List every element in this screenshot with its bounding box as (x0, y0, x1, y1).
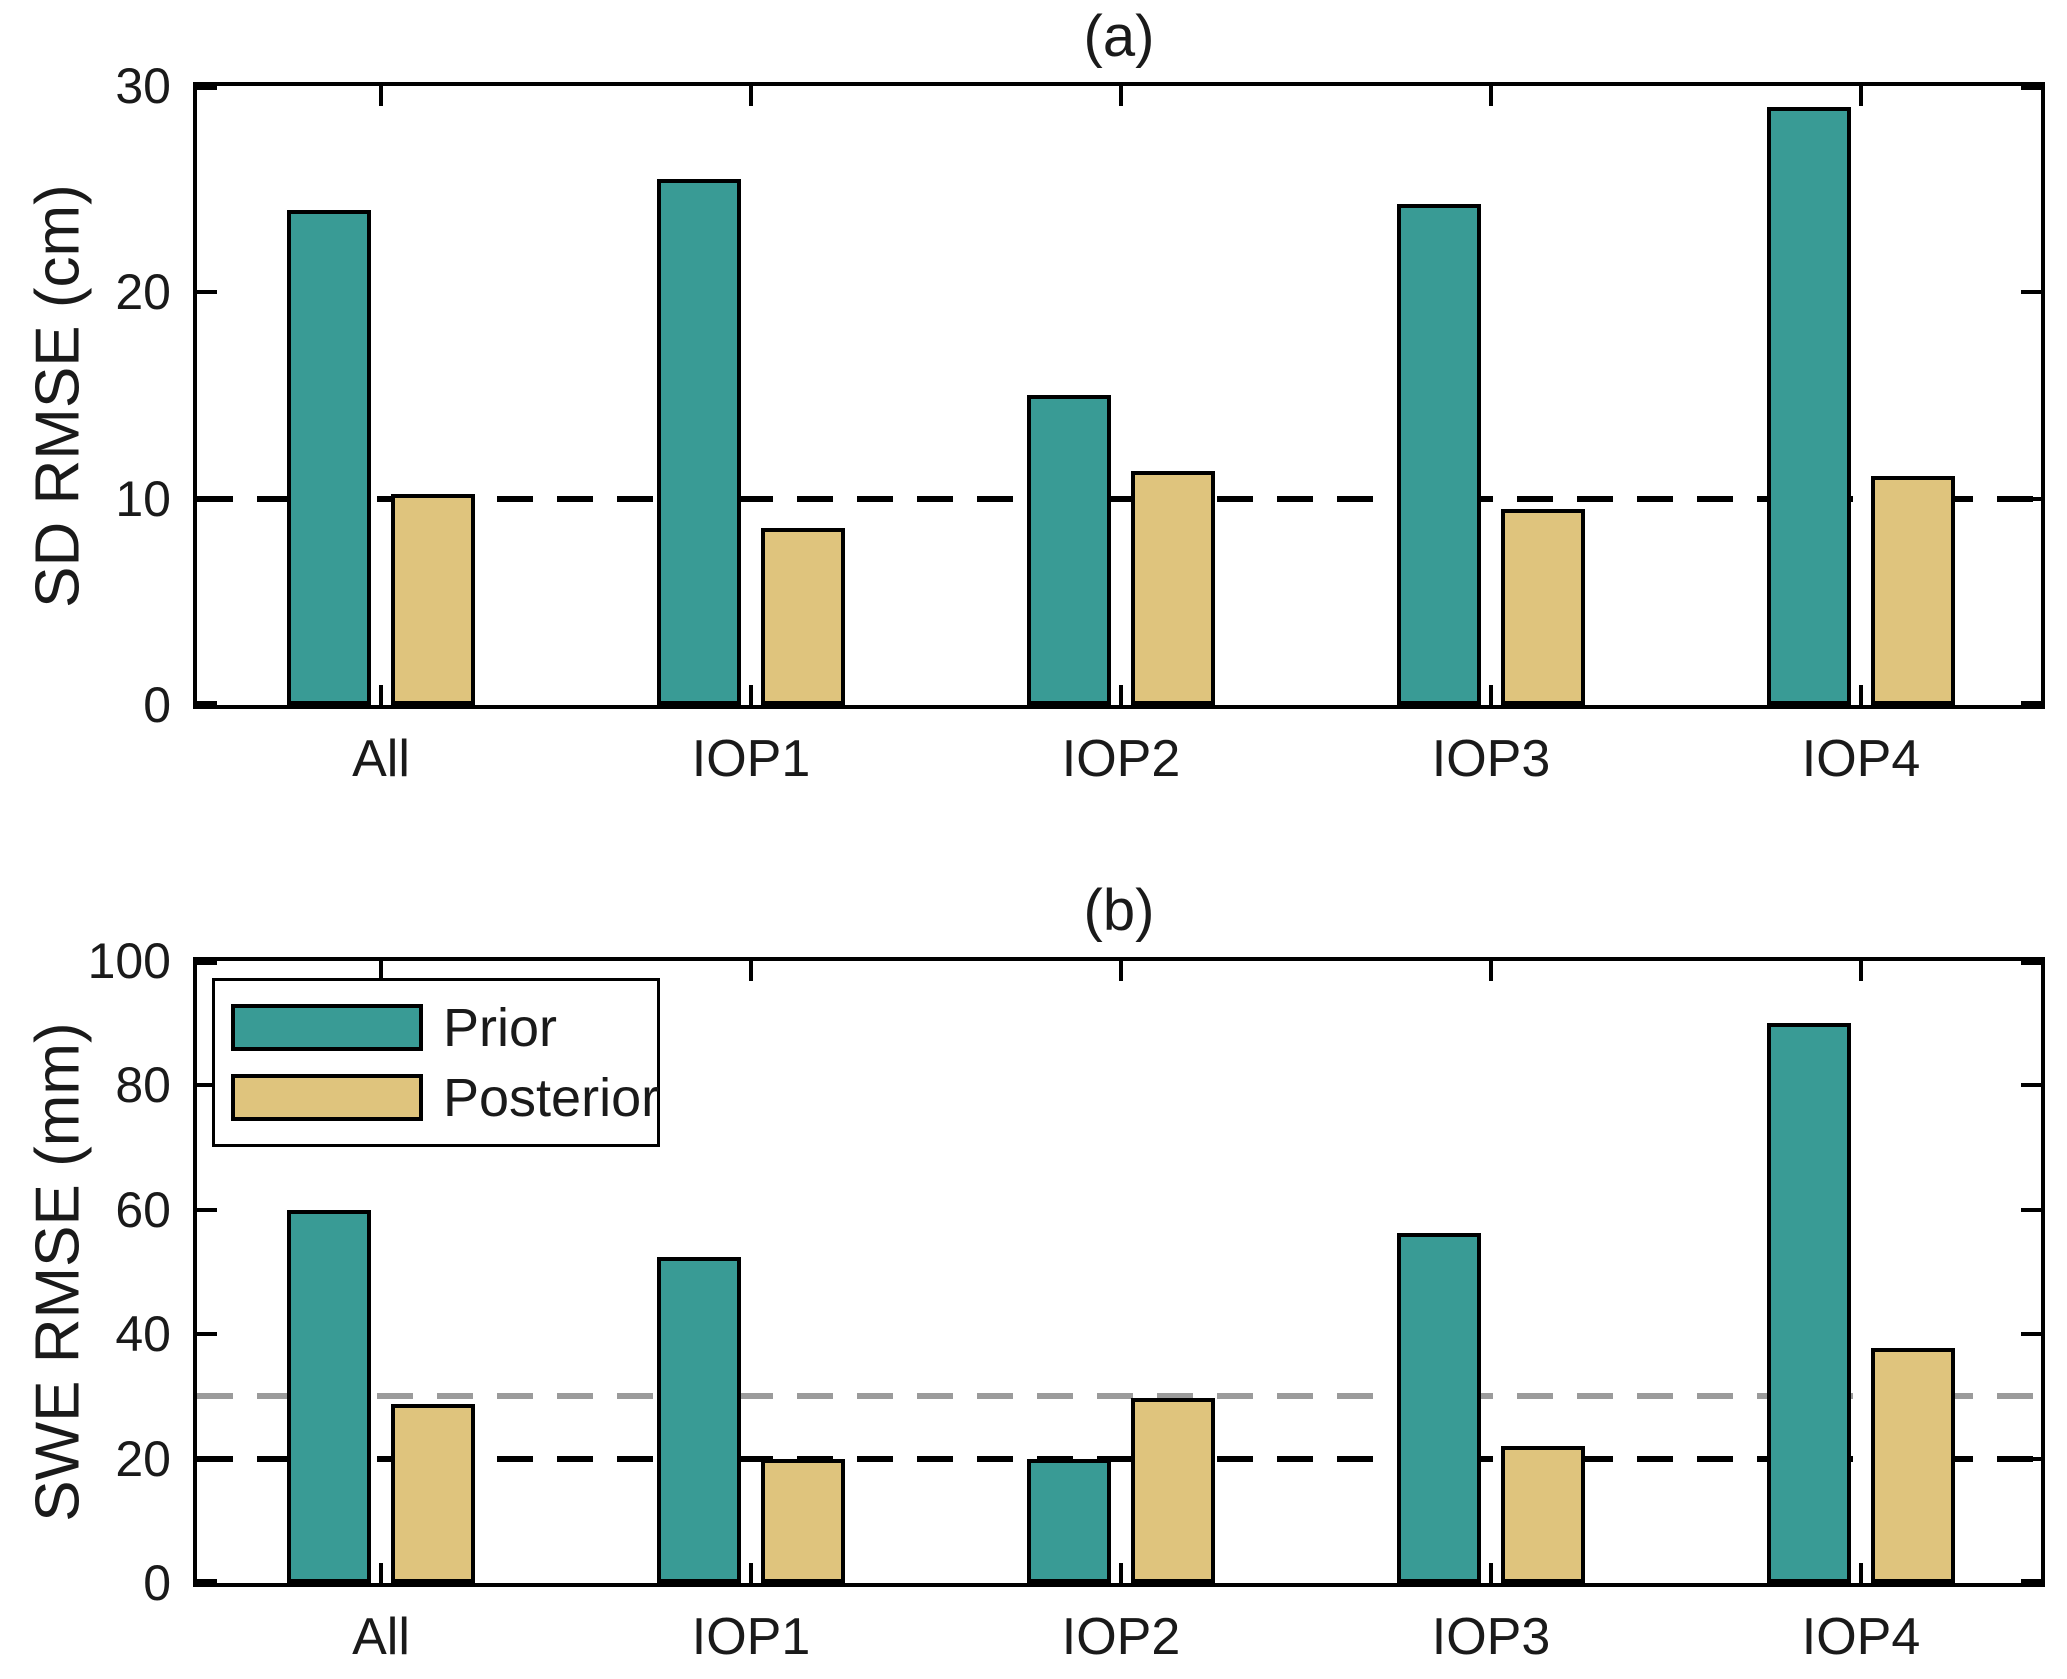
x-tick-b-iop3 (1489, 961, 1493, 981)
y-tick-a-10 (197, 496, 217, 501)
bar-prior-iop4-a (1767, 107, 1851, 705)
y-tick-b-60 (2021, 1207, 2041, 1212)
y-tick-b-0 (2021, 1579, 2041, 1583)
x-tick-label-b-iop3: IOP3 (1431, 1608, 1551, 1666)
x-tick-b-iop1 (749, 1563, 753, 1583)
panel-b-plot-area (193, 957, 2045, 1587)
x-tick-label-a-all: All (352, 730, 410, 788)
x-tick-a-iop3 (1489, 86, 1493, 106)
bar-prior-all-b (287, 1210, 371, 1583)
x-tick-b-iop1 (749, 961, 753, 981)
y-tick-label-b-80: 80 (115, 1057, 171, 1114)
y-tick-label-b-0: 0 (143, 1555, 171, 1611)
y-tick-label-b-100: 100 (87, 933, 171, 989)
panel-a-title: (a) (1083, 4, 1155, 69)
x-tick-b-iop3 (1489, 1563, 1493, 1583)
legend: Prior Posterior (212, 978, 660, 1147)
bar-posterior-all-a (391, 494, 475, 705)
x-tick-b-all (379, 961, 383, 981)
y-tick-a-0 (197, 701, 217, 705)
x-tick-a-iop4 (1859, 86, 1863, 106)
y-tick-label-a-10: 10 (115, 470, 171, 527)
bar-posterior-iop4-b (1871, 1348, 1955, 1583)
y-tick-a-30 (197, 86, 217, 90)
reference-line-a-0 (197, 495, 2041, 502)
bar-posterior-all-b (391, 1404, 475, 1583)
x-tick-a-iop3 (1489, 685, 1493, 705)
x-tick-label-a-iop3: IOP3 (1431, 730, 1551, 788)
panel-a-plot-area (193, 82, 2045, 709)
legend-label-prior: Prior (443, 997, 558, 1058)
y-tick-b-20 (2021, 1456, 2041, 1461)
bar-posterior-iop2-a (1131, 471, 1215, 705)
bar-posterior-iop3-b (1501, 1446, 1585, 1583)
y-tick-b-40 (197, 1332, 217, 1337)
x-tick-label-a-iop2: IOP2 (1061, 730, 1181, 788)
y-tick-label-a-30: 30 (115, 58, 171, 114)
bar-prior-iop1-a (657, 179, 741, 705)
bar-prior-iop4-b (1767, 1023, 1851, 1583)
x-tick-b-all (379, 1563, 383, 1583)
x-tick-b-iop4 (1859, 961, 1863, 981)
x-tick-label-b-iop2: IOP2 (1061, 1608, 1181, 1666)
x-tick-a-iop2 (1119, 685, 1123, 705)
legend-row-posterior: Posterior (231, 1067, 660, 1128)
y-tick-a-20 (197, 290, 217, 295)
bar-posterior-iop2-b (1131, 1398, 1215, 1583)
bar-posterior-iop1-b (761, 1459, 845, 1583)
x-tick-a-iop4 (1859, 685, 1863, 705)
bar-prior-all-a (287, 210, 371, 705)
y-tick-b-80 (2021, 1083, 2041, 1088)
legend-row-prior: Prior (231, 1000, 657, 1056)
x-tick-a-iop2 (1119, 86, 1123, 106)
y-tick-b-80 (197, 1083, 217, 1088)
y-tick-a-30 (2021, 86, 2041, 90)
y-tick-a-10 (2021, 496, 2041, 501)
legend-swatch-posterior (231, 1074, 423, 1121)
panel-a-y-axis-label: SD RMSE (cm) (23, 184, 93, 608)
x-tick-label-b-all: All (352, 1608, 410, 1666)
bar-posterior-iop1-a (761, 528, 845, 705)
y-tick-b-100 (2021, 961, 2041, 965)
y-tick-a-0 (2021, 701, 2041, 705)
x-tick-label-b-iop1: IOP1 (691, 1608, 811, 1666)
bar-prior-iop3-a (1397, 204, 1481, 705)
y-tick-b-0 (197, 1579, 217, 1583)
bar-prior-iop3-b (1397, 1233, 1481, 1583)
reference-line-b-0 (197, 1393, 2041, 1400)
y-tick-label-a-0: 0 (143, 677, 171, 733)
reference-line-b-1 (197, 1455, 2041, 1462)
x-tick-b-iop2 (1119, 961, 1123, 981)
x-tick-a-all (379, 685, 383, 705)
x-tick-label-b-iop4: IOP4 (1801, 1608, 1921, 1666)
y-tick-a-20 (2021, 290, 2041, 295)
x-tick-label-a-iop1: IOP1 (691, 730, 811, 788)
y-tick-b-40 (2021, 1332, 2041, 1337)
y-tick-b-100 (197, 961, 217, 965)
y-tick-label-b-40: 40 (115, 1306, 171, 1363)
x-tick-label-a-iop4: IOP4 (1801, 730, 1921, 788)
bar-posterior-iop3-a (1501, 509, 1585, 705)
panel-b-title: (b) (1083, 878, 1155, 943)
legend-label-posterior: Posterior (443, 1067, 660, 1128)
x-tick-b-iop2 (1119, 1563, 1123, 1583)
y-tick-label-b-20: 20 (115, 1430, 171, 1487)
y-tick-b-20 (197, 1456, 217, 1461)
x-tick-b-iop4 (1859, 1563, 1863, 1583)
x-tick-a-iop1 (749, 685, 753, 705)
x-tick-a-iop1 (749, 86, 753, 106)
y-tick-b-60 (197, 1207, 217, 1212)
x-tick-a-all (379, 86, 383, 106)
y-tick-label-b-60: 60 (115, 1181, 171, 1238)
bar-prior-iop1-b (657, 1257, 741, 1583)
legend-swatch-prior (231, 1004, 423, 1051)
bar-prior-iop2-b (1027, 1459, 1111, 1583)
bar-prior-iop2-a (1027, 395, 1111, 705)
bar-posterior-iop4-a (1871, 476, 1955, 705)
y-tick-label-a-20: 20 (115, 264, 171, 321)
